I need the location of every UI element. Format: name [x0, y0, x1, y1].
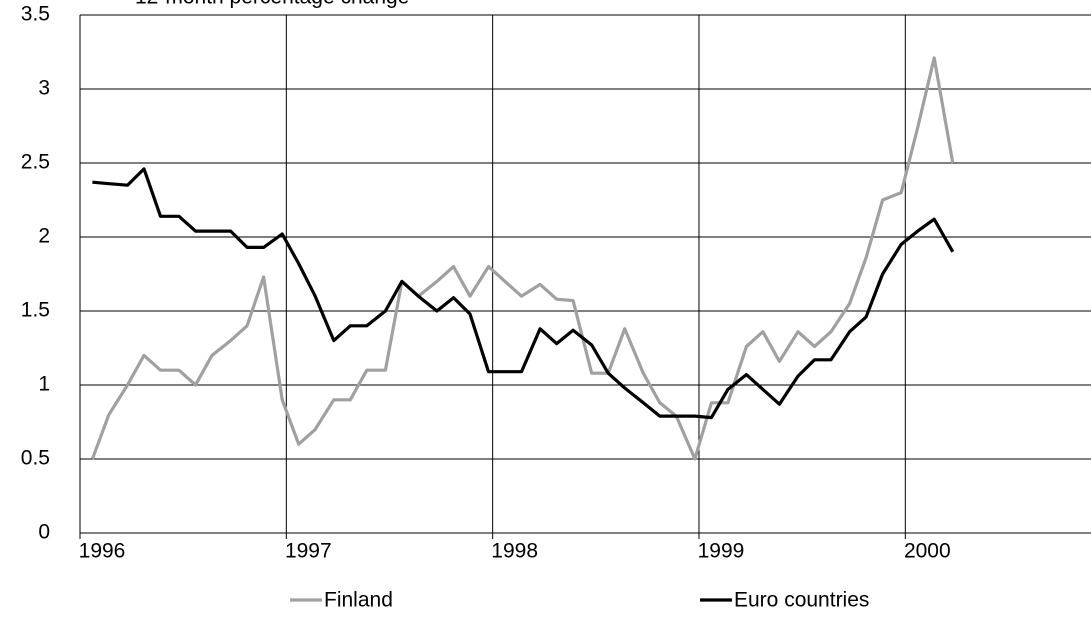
y-tick-label: 1: [38, 373, 50, 396]
legend-label: Finland: [324, 589, 393, 612]
y-tick-label: 2.5: [21, 151, 50, 174]
y-tick-label: 3: [38, 77, 50, 100]
y-tick-label: 0.5: [21, 447, 50, 470]
y-tick-label: 0: [38, 521, 50, 544]
x-tick-label: 2000: [904, 540, 951, 563]
x-tick-label: 1998: [491, 540, 538, 563]
y-tick-label: 2: [38, 225, 50, 248]
y-tick-label: 1.5: [21, 299, 50, 322]
chart-title: 12-month percentage change: [135, 0, 409, 9]
legend-label: Euro countries: [734, 589, 869, 612]
x-tick-label: 1997: [285, 540, 332, 563]
x-tick-label: 1996: [79, 540, 126, 563]
series-line: [92, 167, 955, 420]
y-tick-label: 3.5: [21, 3, 50, 26]
x-tick-label: 1999: [698, 540, 745, 563]
series-line: [90, 56, 955, 461]
